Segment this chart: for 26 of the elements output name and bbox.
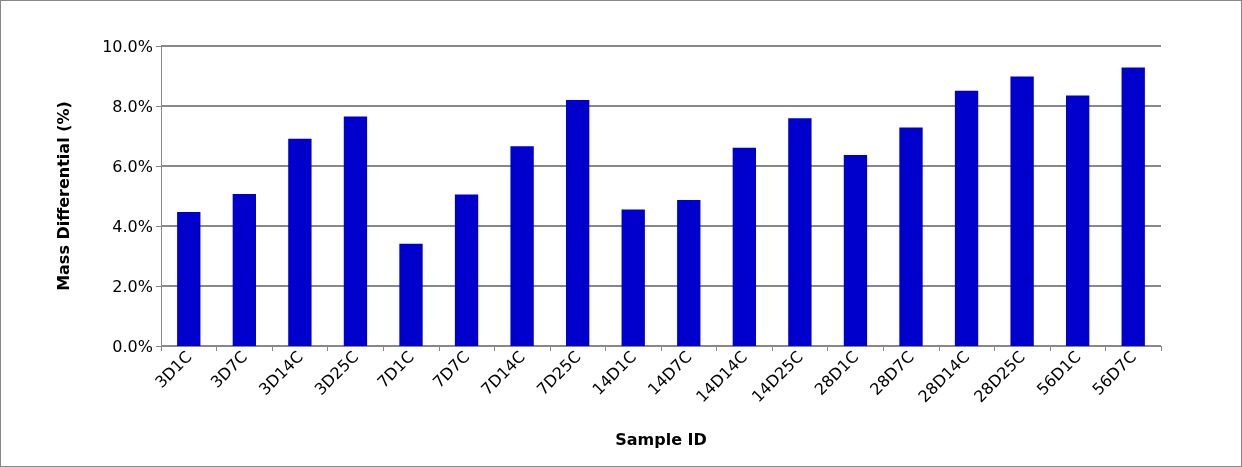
bar [899, 127, 923, 346]
bar [1121, 67, 1145, 346]
bar [232, 193, 256, 346]
y-axis-title: Mass Differential (%) [53, 101, 73, 291]
bar [1010, 76, 1034, 346]
bar [843, 154, 868, 346]
bar [954, 90, 979, 346]
bar [788, 118, 812, 346]
bar [177, 211, 201, 346]
bar [399, 243, 423, 346]
bar [510, 146, 534, 346]
bar [343, 116, 368, 346]
bar [732, 147, 756, 346]
y-tick-label: 4.0% [112, 216, 153, 236]
y-tick-label: 0.0% [112, 336, 153, 356]
y-tick-label: 6.0% [112, 156, 153, 176]
x-axis-title: Sample ID [615, 429, 707, 449]
bar [454, 194, 479, 346]
y-tick-label: 8.0% [112, 96, 153, 116]
bar [1066, 95, 1090, 346]
y-tick-label: 2.0% [112, 276, 153, 296]
bar [288, 138, 312, 346]
bar [677, 199, 701, 346]
bar [621, 209, 645, 346]
y-tick-label: 10.0% [102, 36, 153, 56]
bar [566, 100, 590, 346]
